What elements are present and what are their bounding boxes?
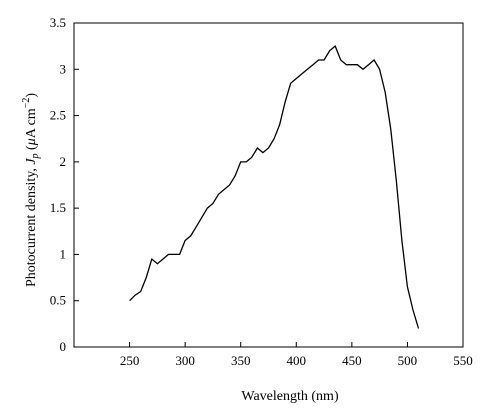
y-tick-label: 1.5 bbox=[50, 200, 66, 215]
x-tick-label: 350 bbox=[231, 353, 251, 368]
x-tick-label: 250 bbox=[120, 353, 140, 368]
y-tick-label: 2 bbox=[60, 154, 67, 169]
y-axis: 0 0.5 1 1.5 2 2.5 3 3.5 bbox=[50, 15, 79, 354]
y-tick-label: 3.5 bbox=[50, 15, 66, 30]
x-tick-label: 500 bbox=[398, 353, 418, 368]
plot-frame bbox=[73, 22, 464, 348]
y-axis-title: Photocurrent density, Jp (μA cm−2) bbox=[21, 93, 41, 287]
plot-border bbox=[73, 22, 464, 348]
x-tick-label: 450 bbox=[342, 353, 362, 368]
x-axis-title: Wavelength (nm) bbox=[241, 389, 339, 404]
y-tick-label: 3 bbox=[60, 61, 67, 76]
x-tick-label: 300 bbox=[175, 353, 195, 368]
y-tick-label: 1 bbox=[60, 246, 67, 261]
y-tick-label: 2.5 bbox=[50, 108, 66, 123]
series-group bbox=[129, 45, 420, 329]
x-tick-label: 400 bbox=[287, 353, 307, 368]
series-line bbox=[129, 45, 420, 329]
x-axis: 250 300 350 400 450 500 550 bbox=[120, 342, 473, 368]
y-tick-label: 0 bbox=[60, 339, 67, 354]
x-tick-label: 550 bbox=[453, 353, 473, 368]
y-tick-label: 0.5 bbox=[50, 293, 66, 308]
